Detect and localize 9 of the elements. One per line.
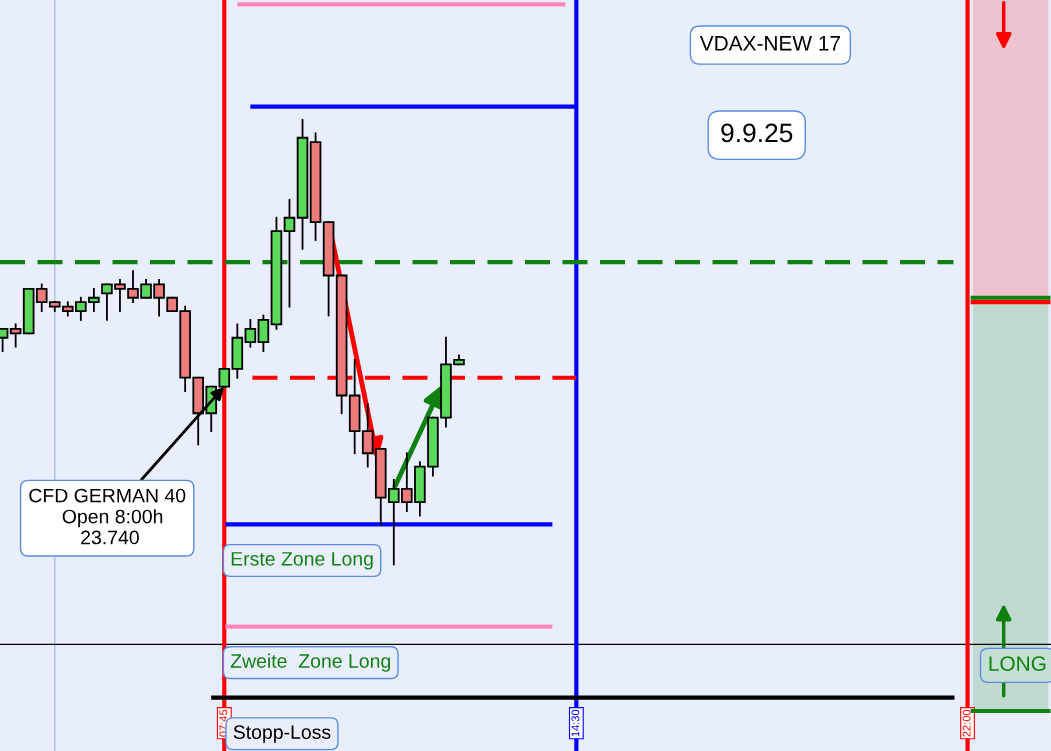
annotation: Erste Zone Long [231,552,373,570]
x-tick-label: 22:00 [962,709,971,737]
x-tick-label: 14:30 [571,709,580,737]
annotation: VDAX-NEW 17 [699,36,840,51]
annotation: Zweite Zone Long [230,653,390,672]
annotation: LONG [989,656,1046,671]
annotation: Stopp-Loss [233,725,331,743]
annotation: CFD GERMAN 40 Open 8:00h 23.740 [29,488,186,545]
annotation: 9.9.25 [721,123,793,143]
